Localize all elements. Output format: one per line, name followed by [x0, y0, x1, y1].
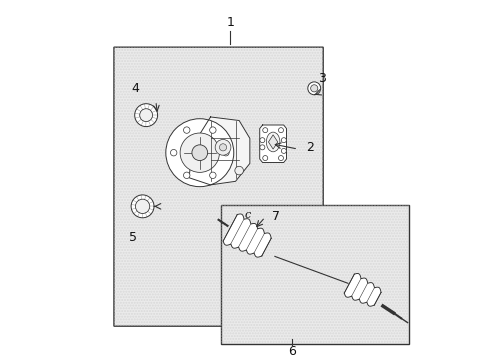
- Text: c: c: [244, 210, 251, 220]
- Text: 4: 4: [132, 82, 140, 95]
- Polygon shape: [268, 135, 277, 149]
- Circle shape: [131, 195, 154, 218]
- Text: 3: 3: [318, 72, 325, 85]
- Polygon shape: [114, 47, 323, 326]
- Circle shape: [209, 127, 216, 133]
- Circle shape: [219, 144, 226, 151]
- Circle shape: [180, 133, 219, 172]
- Circle shape: [140, 109, 152, 122]
- Circle shape: [307, 82, 320, 95]
- Circle shape: [262, 128, 267, 133]
- Circle shape: [222, 149, 229, 156]
- Circle shape: [259, 138, 264, 143]
- Circle shape: [165, 119, 233, 187]
- Circle shape: [310, 85, 317, 92]
- Circle shape: [191, 145, 207, 161]
- Circle shape: [183, 127, 189, 133]
- Circle shape: [209, 172, 216, 179]
- Circle shape: [170, 149, 177, 156]
- Ellipse shape: [266, 132, 279, 152]
- Circle shape: [281, 148, 286, 153]
- Circle shape: [215, 139, 230, 155]
- Circle shape: [259, 145, 264, 150]
- Circle shape: [281, 138, 286, 143]
- Circle shape: [278, 128, 283, 133]
- Polygon shape: [259, 125, 286, 162]
- Text: 6: 6: [287, 345, 295, 358]
- Bar: [221, 204, 408, 344]
- Circle shape: [183, 172, 189, 179]
- Text: 7: 7: [272, 210, 280, 222]
- Circle shape: [262, 156, 267, 161]
- Text: 5: 5: [128, 231, 136, 244]
- Polygon shape: [344, 274, 380, 306]
- Polygon shape: [223, 214, 271, 257]
- Circle shape: [278, 156, 283, 161]
- Circle shape: [234, 166, 243, 175]
- Bar: [221, 204, 408, 344]
- Circle shape: [134, 104, 157, 127]
- Polygon shape: [189, 117, 249, 185]
- Text: 2: 2: [305, 141, 313, 154]
- Circle shape: [135, 199, 149, 213]
- Text: 1: 1: [226, 15, 234, 29]
